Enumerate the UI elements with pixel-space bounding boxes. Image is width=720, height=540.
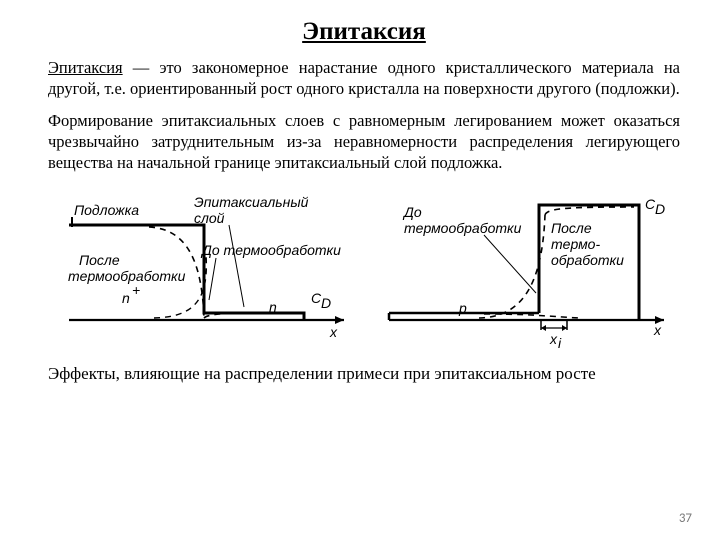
svg-text:До: До [402,204,422,220]
svg-text:p: p [458,300,467,316]
svg-text:x: x [329,324,338,340]
svg-text:термо-: термо- [551,236,600,252]
svg-text:n: n [122,290,130,306]
page-title: Эпитаксия [48,18,680,46]
figure-caption: Эффекты, влияющие на распределении приме… [48,364,680,384]
para1-rest: — это закономерное нарастание одного кри… [48,58,680,98]
svg-text:Подложка: Подложка [74,202,139,218]
svg-text:После: После [79,252,120,268]
figures-row: Подложка Эпитаксиальныйслой До термообрабо… [48,185,680,350]
paragraph-1: Эпитаксия — это закономерное нарастание … [48,58,680,99]
svg-text:D: D [655,201,665,217]
svg-text:D: D [321,295,331,311]
svg-text:До термообработки: До термообработки [200,242,341,258]
svg-text:термообработки: термообработки [68,268,186,284]
page-number: 37 [679,511,692,526]
figure-left: Подложка Эпитаксиальныйслой До термообрабо… [44,185,364,350]
svg-text:После: После [551,220,592,236]
figure-right: ДотермообработкиПослетермо-обработкиpСDx… [364,185,684,350]
paragraph-2: Формирование эпитаксиальных слоев с равн… [48,111,680,173]
svg-text:x: x [549,331,558,347]
para1-lead: Эпитаксия [48,58,123,77]
svg-text:i: i [558,335,562,350]
svg-text:Эпитаксиальный: Эпитаксиальный [194,194,309,210]
svg-text:+: + [132,282,140,298]
svg-text:термообработки: термообработки [404,220,522,236]
svg-text:n: n [269,299,277,315]
svg-text:обработки: обработки [551,252,624,268]
svg-text:x: x [653,322,662,338]
svg-text:слой: слой [194,210,225,226]
